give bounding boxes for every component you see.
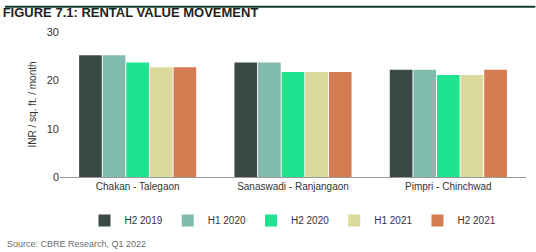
- svg-text:Sanaswadi - Ranjangaon: Sanaswadi - Ranjangaon: [237, 181, 349, 192]
- svg-text:30: 30: [47, 26, 59, 38]
- svg-text:Pimpri - Chinchwad: Pimpri - Chinchwad: [405, 181, 492, 192]
- svg-text:20: 20: [47, 74, 59, 86]
- svg-text:FIGURE 7.1: RENTAL VALUE MOVEM: FIGURE 7.1: RENTAL VALUE MOVEMENT: [3, 5, 259, 20]
- svg-text:Source: CBRE Research, Q1 2022: Source: CBRE Research, Q1 2022: [7, 239, 146, 249]
- svg-text:H1 2020: H1 2020: [208, 215, 246, 226]
- svg-text:H2 2021: H2 2021: [457, 215, 495, 226]
- svg-text:H2 2020: H2 2020: [291, 215, 329, 226]
- svg-text:H1 2021: H1 2021: [374, 215, 412, 226]
- svg-text:Chakan - Talegaon: Chakan - Talegaon: [96, 181, 180, 192]
- svg-text:0: 0: [53, 171, 59, 183]
- svg-text:INR / sq. ft. / month: INR / sq. ft. / month: [27, 61, 38, 147]
- svg-text:10: 10: [47, 123, 59, 135]
- svg-text:H2 2019: H2 2019: [125, 215, 163, 226]
